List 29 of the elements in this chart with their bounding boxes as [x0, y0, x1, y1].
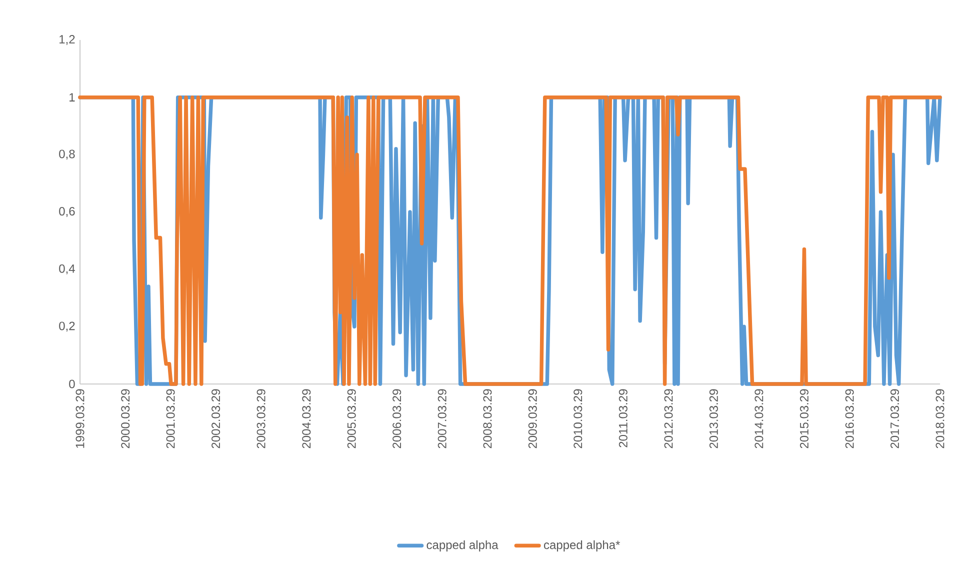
x-tick-label: 1999.03.29	[76, 389, 84, 448]
x-tick-label: 2000.03.29	[121, 389, 130, 448]
x-tick-label: 2013.03.29	[709, 389, 718, 448]
y-tick-label: 0,8	[59, 150, 75, 160]
y-tick-label: 1	[70, 93, 75, 102]
x-tick-label: 2002.03.29	[212, 389, 220, 448]
x-tick-label: 2008.03.29	[483, 389, 492, 448]
x-tick-label: 2005.03.29	[347, 389, 356, 448]
y-tick-label: 0,6	[59, 207, 75, 217]
x-tick-label: 2011.03.29	[618, 389, 628, 448]
x-tick-label: 2014.03.29	[754, 389, 764, 448]
x-tick-label: 2006.03.29	[392, 389, 402, 448]
y-tick-label: 0,2	[59, 322, 75, 332]
x-tick-label: 2017.03.29	[890, 389, 899, 448]
x-tick-label: 2018.03.29	[936, 389, 944, 448]
legend-label: capped alpha*	[544, 540, 620, 552]
x-tick-label: 2016.03.29	[845, 389, 854, 448]
x-tick-label: 2015.03.29	[800, 389, 808, 448]
x-tick-label: 2003.03.29	[256, 389, 266, 448]
x-tick-label: 2007.03.29	[438, 389, 446, 448]
y-tick-label: 0	[69, 380, 75, 388]
y-tick-label: 1,2	[60, 35, 75, 45]
x-tick-label: 2010.03.29	[574, 389, 582, 448]
x-tick-label: 2009.03.29	[528, 389, 537, 448]
x-tick-label: 2012.03.29	[664, 389, 673, 448]
y-tick-label: 0,4	[59, 264, 75, 274]
legend-label: capped alpha	[426, 540, 498, 552]
x-tick-label: 2001.03.29	[166, 389, 175, 448]
x-tick-label: 2004.03.29	[302, 389, 311, 448]
